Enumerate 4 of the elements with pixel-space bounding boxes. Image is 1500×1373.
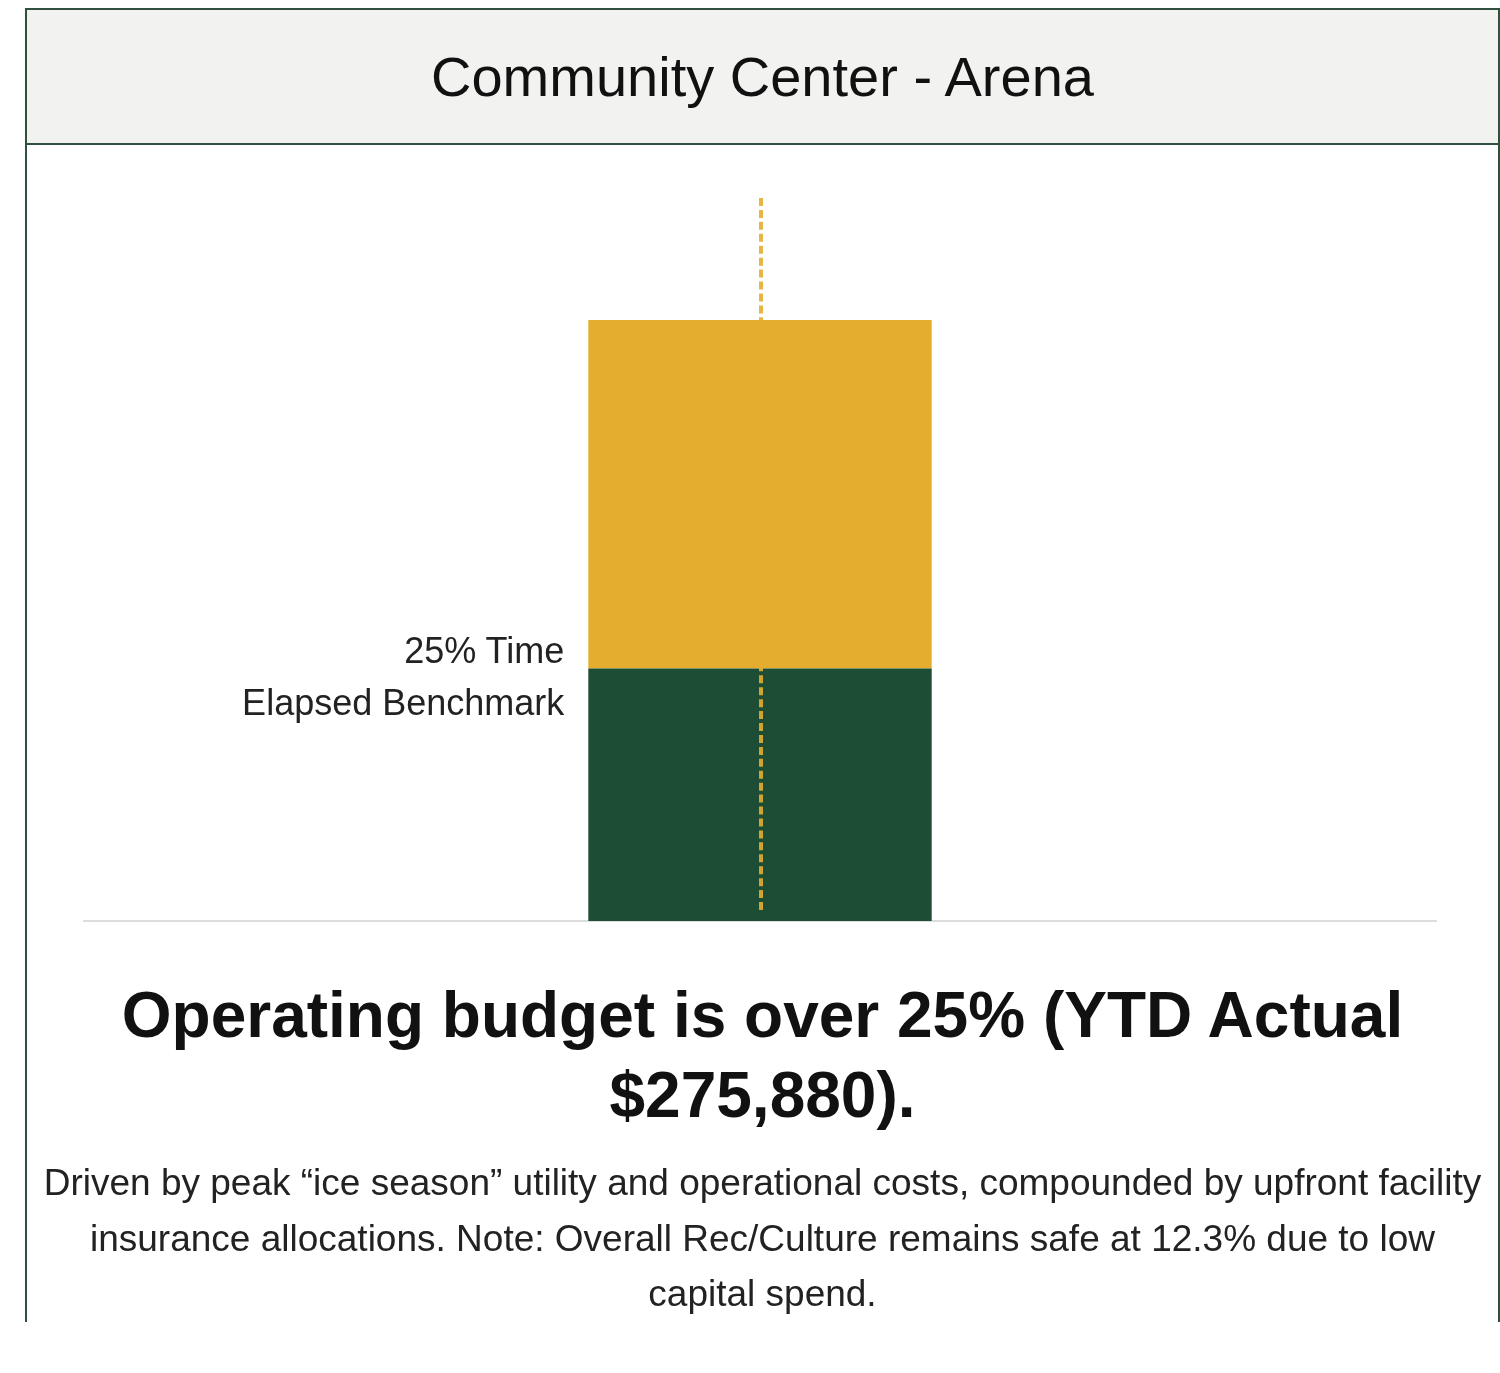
text: 25% Time Elapsed Benchmark [242, 629, 566, 723]
chart-title: Community Center - Arena [27, 10, 1498, 145]
text: Driven by peak “ice season” utility and operational costs, compounded by upfront facility insurance allocations. Note: Overall Rec/Culture remains safe at 12.3% due to low capital spend. [42, 1161, 1483, 1316]
text: Operating budget is over 25% (YTD Actual $275,880). [120, 978, 1405, 1133]
